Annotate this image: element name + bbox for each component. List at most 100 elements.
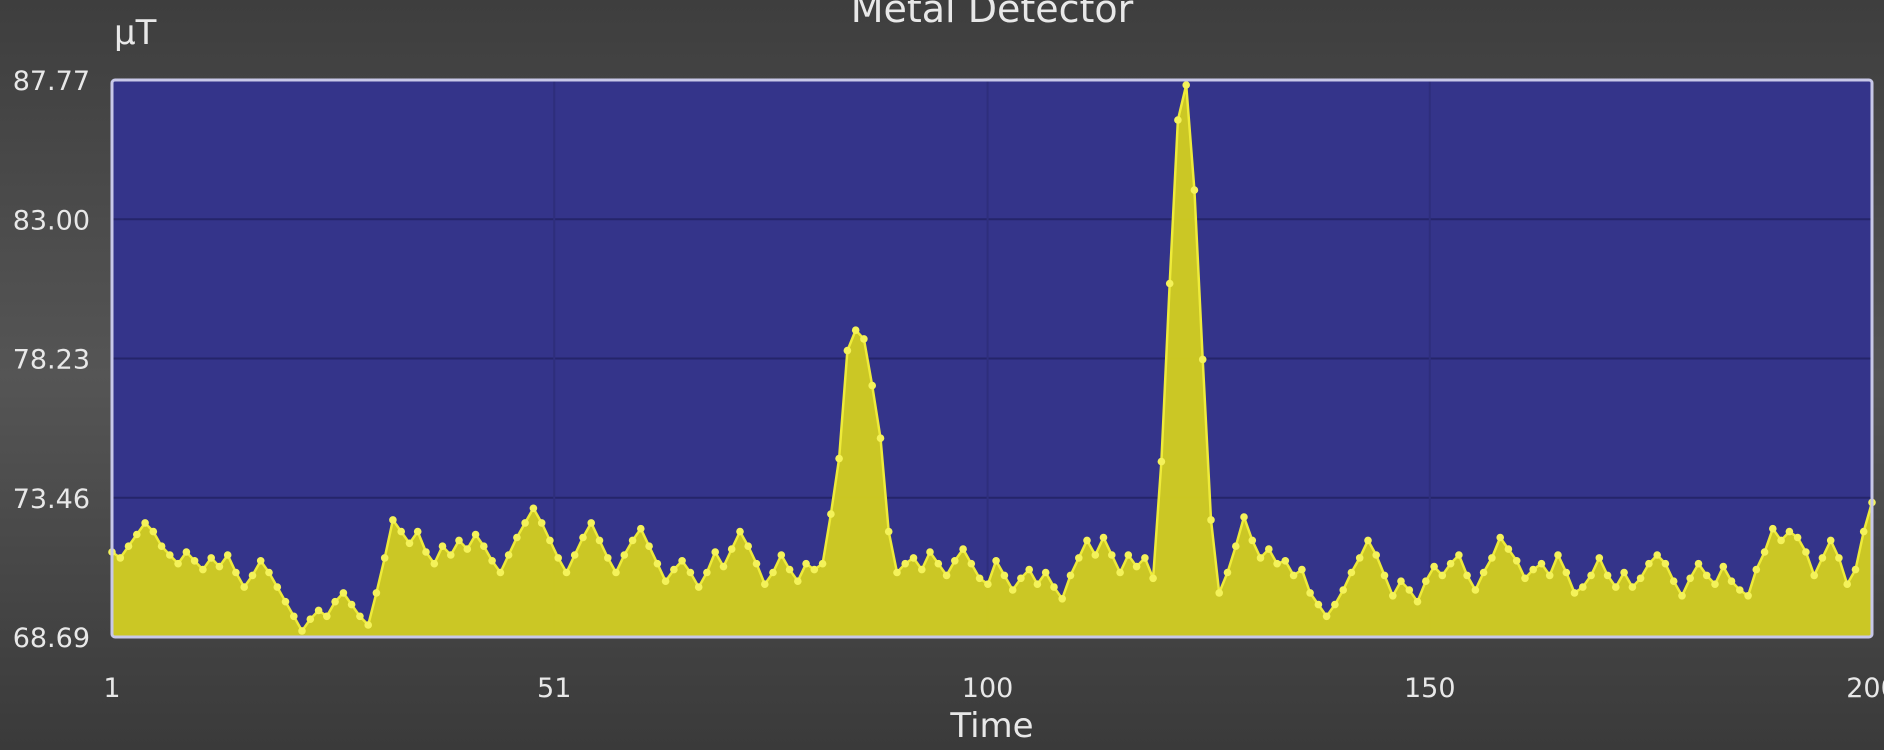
data-point <box>694 583 703 591</box>
data-point <box>1347 568 1356 577</box>
data-point <box>562 568 571 577</box>
data-point <box>1430 562 1438 571</box>
data-point <box>438 542 447 550</box>
data-point <box>356 612 364 621</box>
data-point <box>1769 524 1777 533</box>
data-area <box>111 84 1874 637</box>
data-point <box>1669 577 1678 585</box>
data-point <box>1405 586 1414 594</box>
data-point <box>736 527 744 536</box>
y-tick-label: 68.69 <box>13 623 90 654</box>
series-area <box>112 85 1872 637</box>
x-tick-label: 51 <box>537 673 571 704</box>
data-point <box>133 530 141 539</box>
data-point <box>1190 186 1199 194</box>
data-point <box>835 454 843 463</box>
data-point <box>1041 568 1050 577</box>
y-tick-label: 87.77 <box>13 66 90 97</box>
series-line <box>111 84 1874 634</box>
data-point <box>372 589 381 597</box>
data-point <box>1033 580 1042 588</box>
data-point <box>1554 551 1562 559</box>
data-point <box>1579 583 1587 591</box>
data-point <box>1793 533 1802 542</box>
data-point <box>1760 548 1769 556</box>
data-point <box>934 559 943 568</box>
data-point <box>1777 536 1785 545</box>
x-axis-ticks: 1 51 100 150 200 <box>103 673 1884 704</box>
data-point <box>364 621 373 629</box>
data-point <box>298 627 306 635</box>
data-points <box>108 81 1876 635</box>
data-point <box>1570 589 1579 597</box>
data-point <box>1587 571 1595 580</box>
data-point <box>422 548 430 556</box>
data-point <box>447 551 455 559</box>
data-point <box>1537 559 1546 568</box>
data-point <box>1438 571 1447 580</box>
data-point <box>761 580 769 588</box>
data-point <box>1124 551 1133 559</box>
data-point <box>1686 574 1694 583</box>
data-point <box>455 536 463 545</box>
data-point <box>1727 577 1736 585</box>
data-point <box>1488 554 1496 562</box>
data-point <box>190 557 199 565</box>
data-point <box>901 559 909 568</box>
data-point <box>546 536 554 545</box>
data-point <box>339 589 348 597</box>
data-point <box>256 557 265 565</box>
data-point <box>1818 554 1827 562</box>
data-point <box>1496 533 1504 542</box>
data-point <box>1455 551 1463 559</box>
data-point <box>223 551 232 559</box>
x-tick-label: 150 <box>1404 673 1456 704</box>
data-point <box>686 568 695 577</box>
data-point <box>1463 571 1471 580</box>
x-tick-label: 1 <box>103 673 120 704</box>
data-point <box>794 577 802 585</box>
data-point <box>496 568 505 577</box>
data-point <box>1240 513 1248 521</box>
data-point <box>1653 551 1661 559</box>
data-point <box>240 583 248 591</box>
data-point <box>1091 551 1100 559</box>
data-point <box>1612 583 1620 591</box>
y-axis-ticks: 87.77 83.00 78.23 73.46 68.69 <box>13 66 90 654</box>
data-point <box>678 557 686 565</box>
data-point <box>992 557 1000 565</box>
data-point <box>752 559 761 568</box>
data-point <box>521 519 529 527</box>
data-point <box>1545 571 1554 580</box>
data-point <box>1066 571 1075 580</box>
data-point <box>1248 536 1257 545</box>
data-point <box>1628 583 1637 591</box>
data-point <box>984 580 992 588</box>
data-point <box>1397 577 1405 585</box>
data-point <box>1694 559 1703 568</box>
data-point <box>1529 565 1537 574</box>
data-point <box>306 615 315 623</box>
data-point <box>612 568 620 577</box>
data-point <box>405 539 414 548</box>
data-point <box>1157 457 1166 466</box>
data-point <box>587 519 595 527</box>
data-point <box>1471 586 1480 594</box>
data-point <box>1744 592 1752 600</box>
data-point <box>1256 554 1265 562</box>
data-point <box>868 381 876 390</box>
data-point <box>637 524 645 533</box>
y-tick-label: 83.00 <box>13 205 90 236</box>
data-point <box>1306 589 1314 597</box>
data-point <box>166 551 174 559</box>
data-point <box>1149 574 1157 583</box>
data-point <box>281 597 290 606</box>
data-point <box>1835 554 1843 562</box>
data-point <box>1025 565 1033 574</box>
data-point <box>1232 542 1240 550</box>
data-point <box>248 571 257 580</box>
data-point <box>232 568 240 577</box>
data-point <box>1785 527 1794 536</box>
data-point <box>529 504 538 513</box>
data-point <box>149 527 158 536</box>
